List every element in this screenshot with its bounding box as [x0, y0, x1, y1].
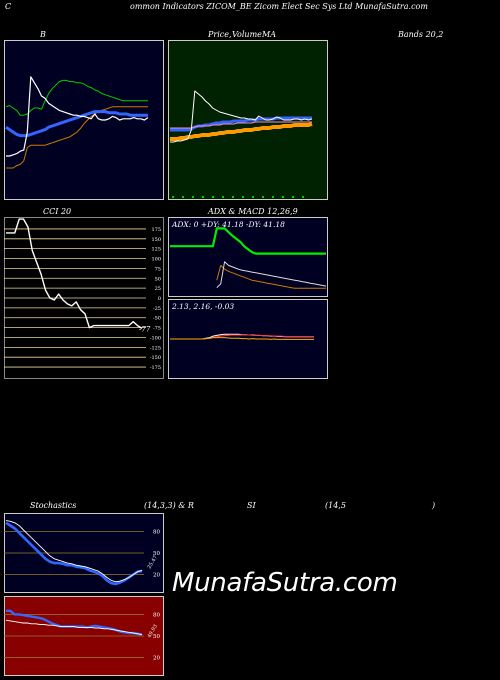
cci-panel: 175 150 125 100 75 50 25 0 -25 -50 -75 -100 -125 -150…: [4, 217, 164, 379]
rsi-close-label: ): [432, 501, 436, 510]
cci-tick-label: -150: [150, 355, 161, 361]
volume-bar: [292, 196, 294, 198]
cci-annotation: -77: [139, 325, 151, 333]
volume-bar: [212, 196, 214, 198]
rsi-tick-label: 50: [153, 634, 160, 640]
panel-frame: [168, 217, 328, 297]
bollinger-bands-label: Bands 20,2: [398, 30, 444, 39]
stoch-tick-label: 50: [153, 551, 160, 557]
cci-tick-label: -50: [153, 316, 161, 322]
volume-bar: [222, 196, 224, 198]
price-volume-label-a: Price,: [208, 30, 232, 39]
cci-tick-label: 0: [158, 296, 161, 302]
macd-panel: 2.13, 2.16, -0.03: [168, 299, 328, 379]
cci-tick-label: 125: [151, 247, 161, 253]
rsi-si-label: SI: [247, 501, 256, 510]
series-plus-dy: [216, 264, 326, 289]
header-title: ommon Indicators ZICOM_BE Zicom Elect Se…: [130, 2, 428, 11]
stoch-tick-label: 20: [153, 573, 160, 579]
series-d: [5, 520, 143, 583]
cci-tick-label: 150: [151, 237, 161, 243]
cci-tick-label: -175: [150, 365, 161, 371]
adx-readout: ADX: 0 +DY: 41.18 -DY: 41.18: [171, 220, 285, 229]
series-adx: [170, 227, 326, 255]
bollinger-label: B: [40, 30, 46, 39]
volume-bar: [272, 196, 274, 198]
header-c-letter: C: [5, 2, 12, 11]
cci-tick-label: -75: [153, 326, 161, 332]
volume-bar: [242, 196, 244, 198]
rsi-tick-label: 80: [153, 612, 160, 618]
series-rsi-ma: [5, 619, 143, 636]
macd-readout: 2.13, 2.16, -0.03: [171, 302, 234, 311]
stoch-params-label: (14,3,3) & R: [144, 501, 194, 510]
cci-tick-label: 75: [155, 266, 161, 272]
cci-tick-label: 100: [151, 257, 161, 263]
adx-macd-label: ADX & MACD 12,26,9: [208, 207, 298, 216]
series-ma-orange: [170, 122, 313, 141]
series-ma-pink: [170, 121, 312, 129]
series-upper: [5, 79, 148, 116]
bollinger-panel: [4, 40, 164, 200]
volume-bar: [192, 196, 194, 198]
series-price: [170, 90, 313, 143]
rsi-params-label: (14,5: [325, 501, 346, 510]
cci-tick-label: -25: [153, 306, 161, 312]
adx-panel: ADX: 0 +DY: 41.18 -DY: 41.18: [168, 217, 328, 297]
cci-tick-label: -100: [150, 335, 161, 341]
cci-tick-label: 25: [155, 286, 161, 292]
price-volume-label-c: MA: [262, 30, 276, 39]
watermark: MunafaSutra.com: [172, 568, 398, 598]
series-k: [5, 521, 143, 586]
volume-bar: [282, 196, 284, 198]
cci-tick-label: 175: [151, 227, 161, 233]
rsi-tick-label: 20: [153, 656, 160, 662]
stoch-tick-label: 80: [153, 529, 160, 535]
stoch-label: Stochastics: [30, 501, 77, 510]
volume-bar: [302, 196, 304, 198]
cci-tick-label: 50: [155, 276, 161, 282]
series-lower: [6, 106, 148, 169]
price-volume-label-b: Volume: [232, 30, 262, 39]
volume-bar: [172, 196, 174, 198]
series-minus-dy: [216, 261, 327, 288]
cci-tick-label: -125: [150, 345, 161, 351]
volume-bar: [232, 196, 234, 198]
series-price: [6, 76, 149, 157]
series-hist: [170, 337, 314, 340]
volume-bar: [202, 196, 204, 198]
volume-bar: [252, 196, 254, 198]
series-middle: [5, 110, 148, 138]
panel-frame: [4, 40, 164, 200]
price-volume-panel: [168, 40, 328, 200]
volume-bar: [182, 196, 184, 198]
series-cci: [6, 218, 143, 329]
cci-label: CCI 20: [43, 207, 72, 216]
volume-bar: [262, 196, 264, 198]
